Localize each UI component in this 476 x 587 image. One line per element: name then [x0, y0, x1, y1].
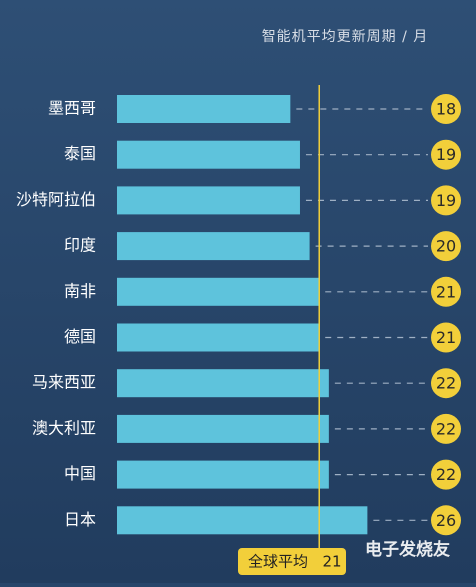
bar: [117, 414, 329, 443]
average-box: [238, 548, 346, 575]
category-label: 澳大利亚: [32, 418, 96, 437]
value-badge: [431, 276, 461, 307]
value-label: 18: [436, 100, 456, 119]
bar: [117, 369, 329, 398]
value-label: 21: [436, 328, 456, 347]
category-label: 马来西亚: [32, 373, 96, 392]
watermark: 电子发烧友: [365, 539, 450, 560]
bar: [117, 506, 368, 535]
value-badge: [431, 505, 461, 536]
category-label: 沙特阿拉伯: [16, 190, 96, 209]
category-label: 南非: [64, 281, 96, 300]
bar: [117, 140, 300, 169]
value-label: 22: [436, 465, 456, 484]
bar: [117, 232, 310, 261]
category-label: 德国: [64, 327, 96, 346]
bar: [117, 460, 329, 489]
value-badge: [431, 94, 461, 124]
average-value: 21: [322, 553, 341, 571]
value-label: 26: [436, 511, 456, 530]
value-badge: [431, 322, 461, 353]
category-label: 中国: [64, 464, 96, 483]
category-label: 墨西哥: [48, 99, 96, 118]
value-badge: [431, 139, 461, 170]
value-badge: [431, 459, 461, 490]
value-label: 22: [436, 374, 456, 393]
bar: [117, 95, 291, 123]
value-badge: [431, 413, 461, 444]
bar: [117, 186, 300, 215]
value-label: 19: [436, 145, 456, 164]
value-label: 22: [436, 419, 456, 438]
bar: [117, 323, 320, 352]
chart-title: 智能机平均更新周期 / 月: [262, 29, 429, 45]
value-label: 21: [436, 282, 456, 301]
category-label: 日本: [64, 510, 96, 529]
value-badge: [431, 185, 461, 216]
value-label: 19: [436, 191, 456, 210]
value-label: 20: [436, 237, 456, 256]
category-label: 泰国: [64, 144, 96, 163]
bar: [117, 277, 320, 306]
category-label: 印度: [64, 236, 96, 255]
value-badge: [431, 231, 461, 262]
value-badge: [431, 368, 461, 399]
average-label: 全球平均: [248, 553, 308, 571]
